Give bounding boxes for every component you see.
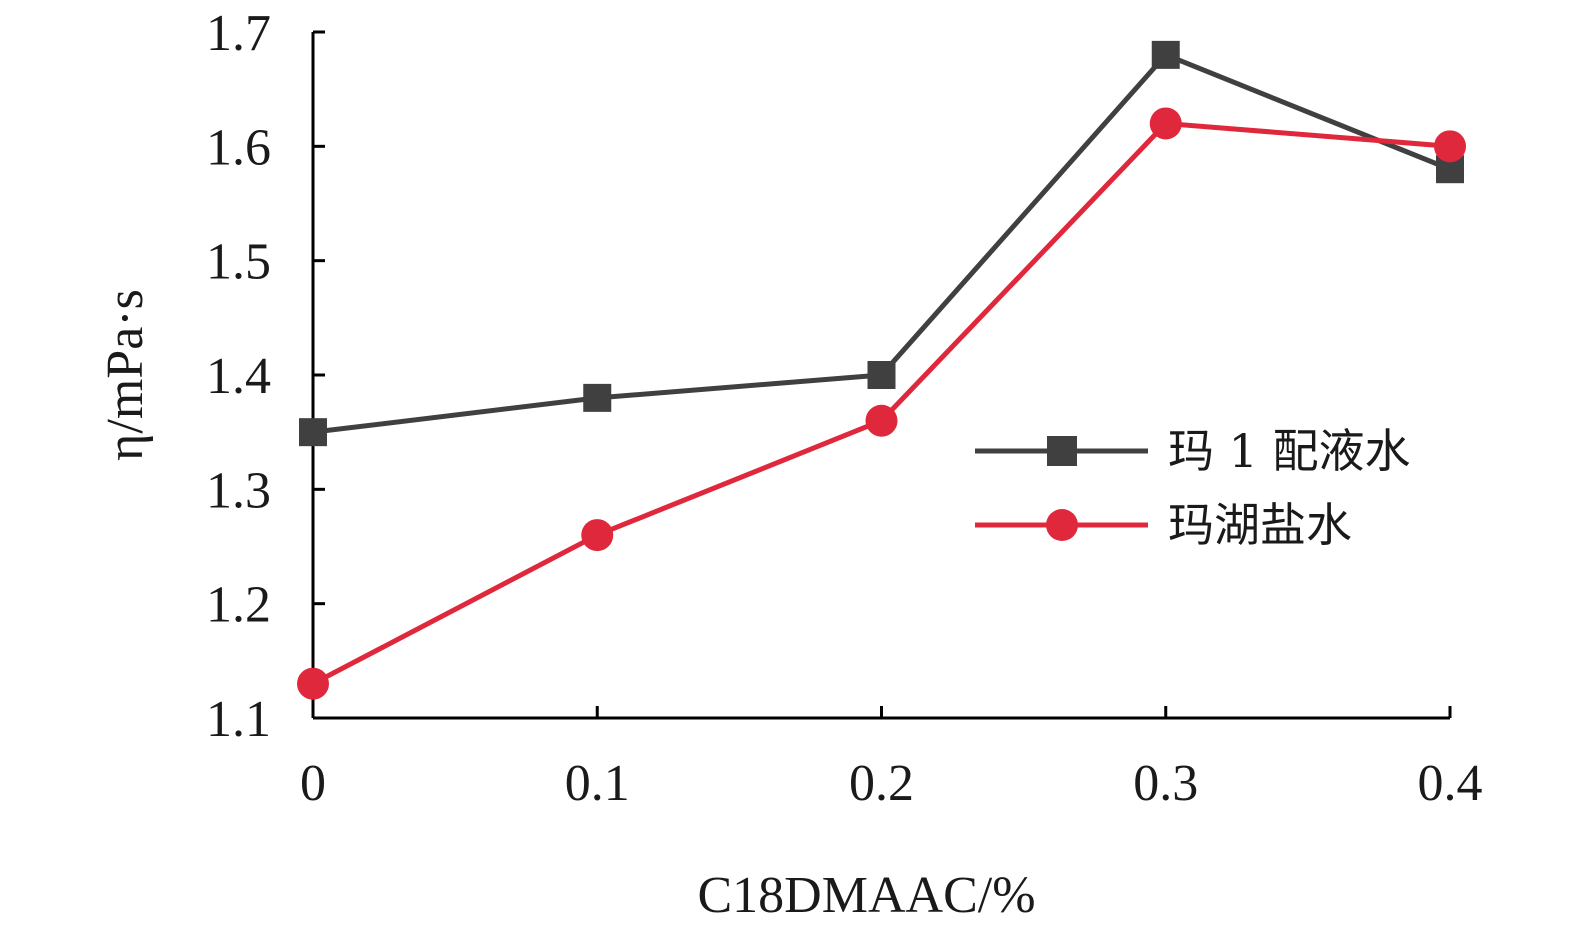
x-tick-label: 0 (300, 755, 326, 812)
x-tick-label: 0.2 (849, 755, 914, 812)
y-tick-label: 1.6 (206, 119, 271, 176)
y-tick-label: 1.4 (206, 348, 271, 405)
y-tick-label: 1.3 (206, 462, 271, 519)
ticks: 1.1 1.2 1.3 1.4 1.5 1.6 1.7 0 0.1 0.2 0.3 0.4 (206, 5, 1483, 812)
x-tick-label: 0.4 (1418, 755, 1483, 812)
data-point (1149, 107, 1182, 140)
data-point (581, 519, 614, 552)
y-tick-label: 1.7 (206, 5, 271, 62)
legend-label: 玛湖盐水 (1168, 498, 1352, 552)
legend-marker (1047, 436, 1077, 466)
data-point (297, 667, 329, 700)
legend-marker (1046, 509, 1078, 541)
x-tick-label: 0.1 (565, 755, 630, 812)
data-point (865, 404, 898, 437)
series-1 (299, 40, 1464, 447)
data-point (1434, 130, 1466, 163)
data-point (583, 383, 612, 412)
legend-item: 玛湖盐水 (975, 498, 1352, 552)
y-tick-label: 1.1 (206, 691, 271, 748)
x-axis-title: C18DMAAC/% (697, 867, 1035, 924)
data-point (867, 361, 896, 389)
data-point (299, 418, 327, 447)
legend-item: 玛 1 配液水 (975, 424, 1411, 478)
y-tick-label: 1.5 (206, 234, 271, 291)
y-axis-title: η/mPa·s (97, 289, 154, 461)
series-line (311, 120, 1451, 686)
series (297, 40, 1466, 700)
data-point (1151, 40, 1180, 69)
series-2 (297, 107, 1466, 700)
x-tick-label: 0.3 (1133, 755, 1198, 812)
legend-label: 玛 1 配液水 (1168, 424, 1411, 478)
y-tick-label: 1.2 (206, 577, 271, 634)
